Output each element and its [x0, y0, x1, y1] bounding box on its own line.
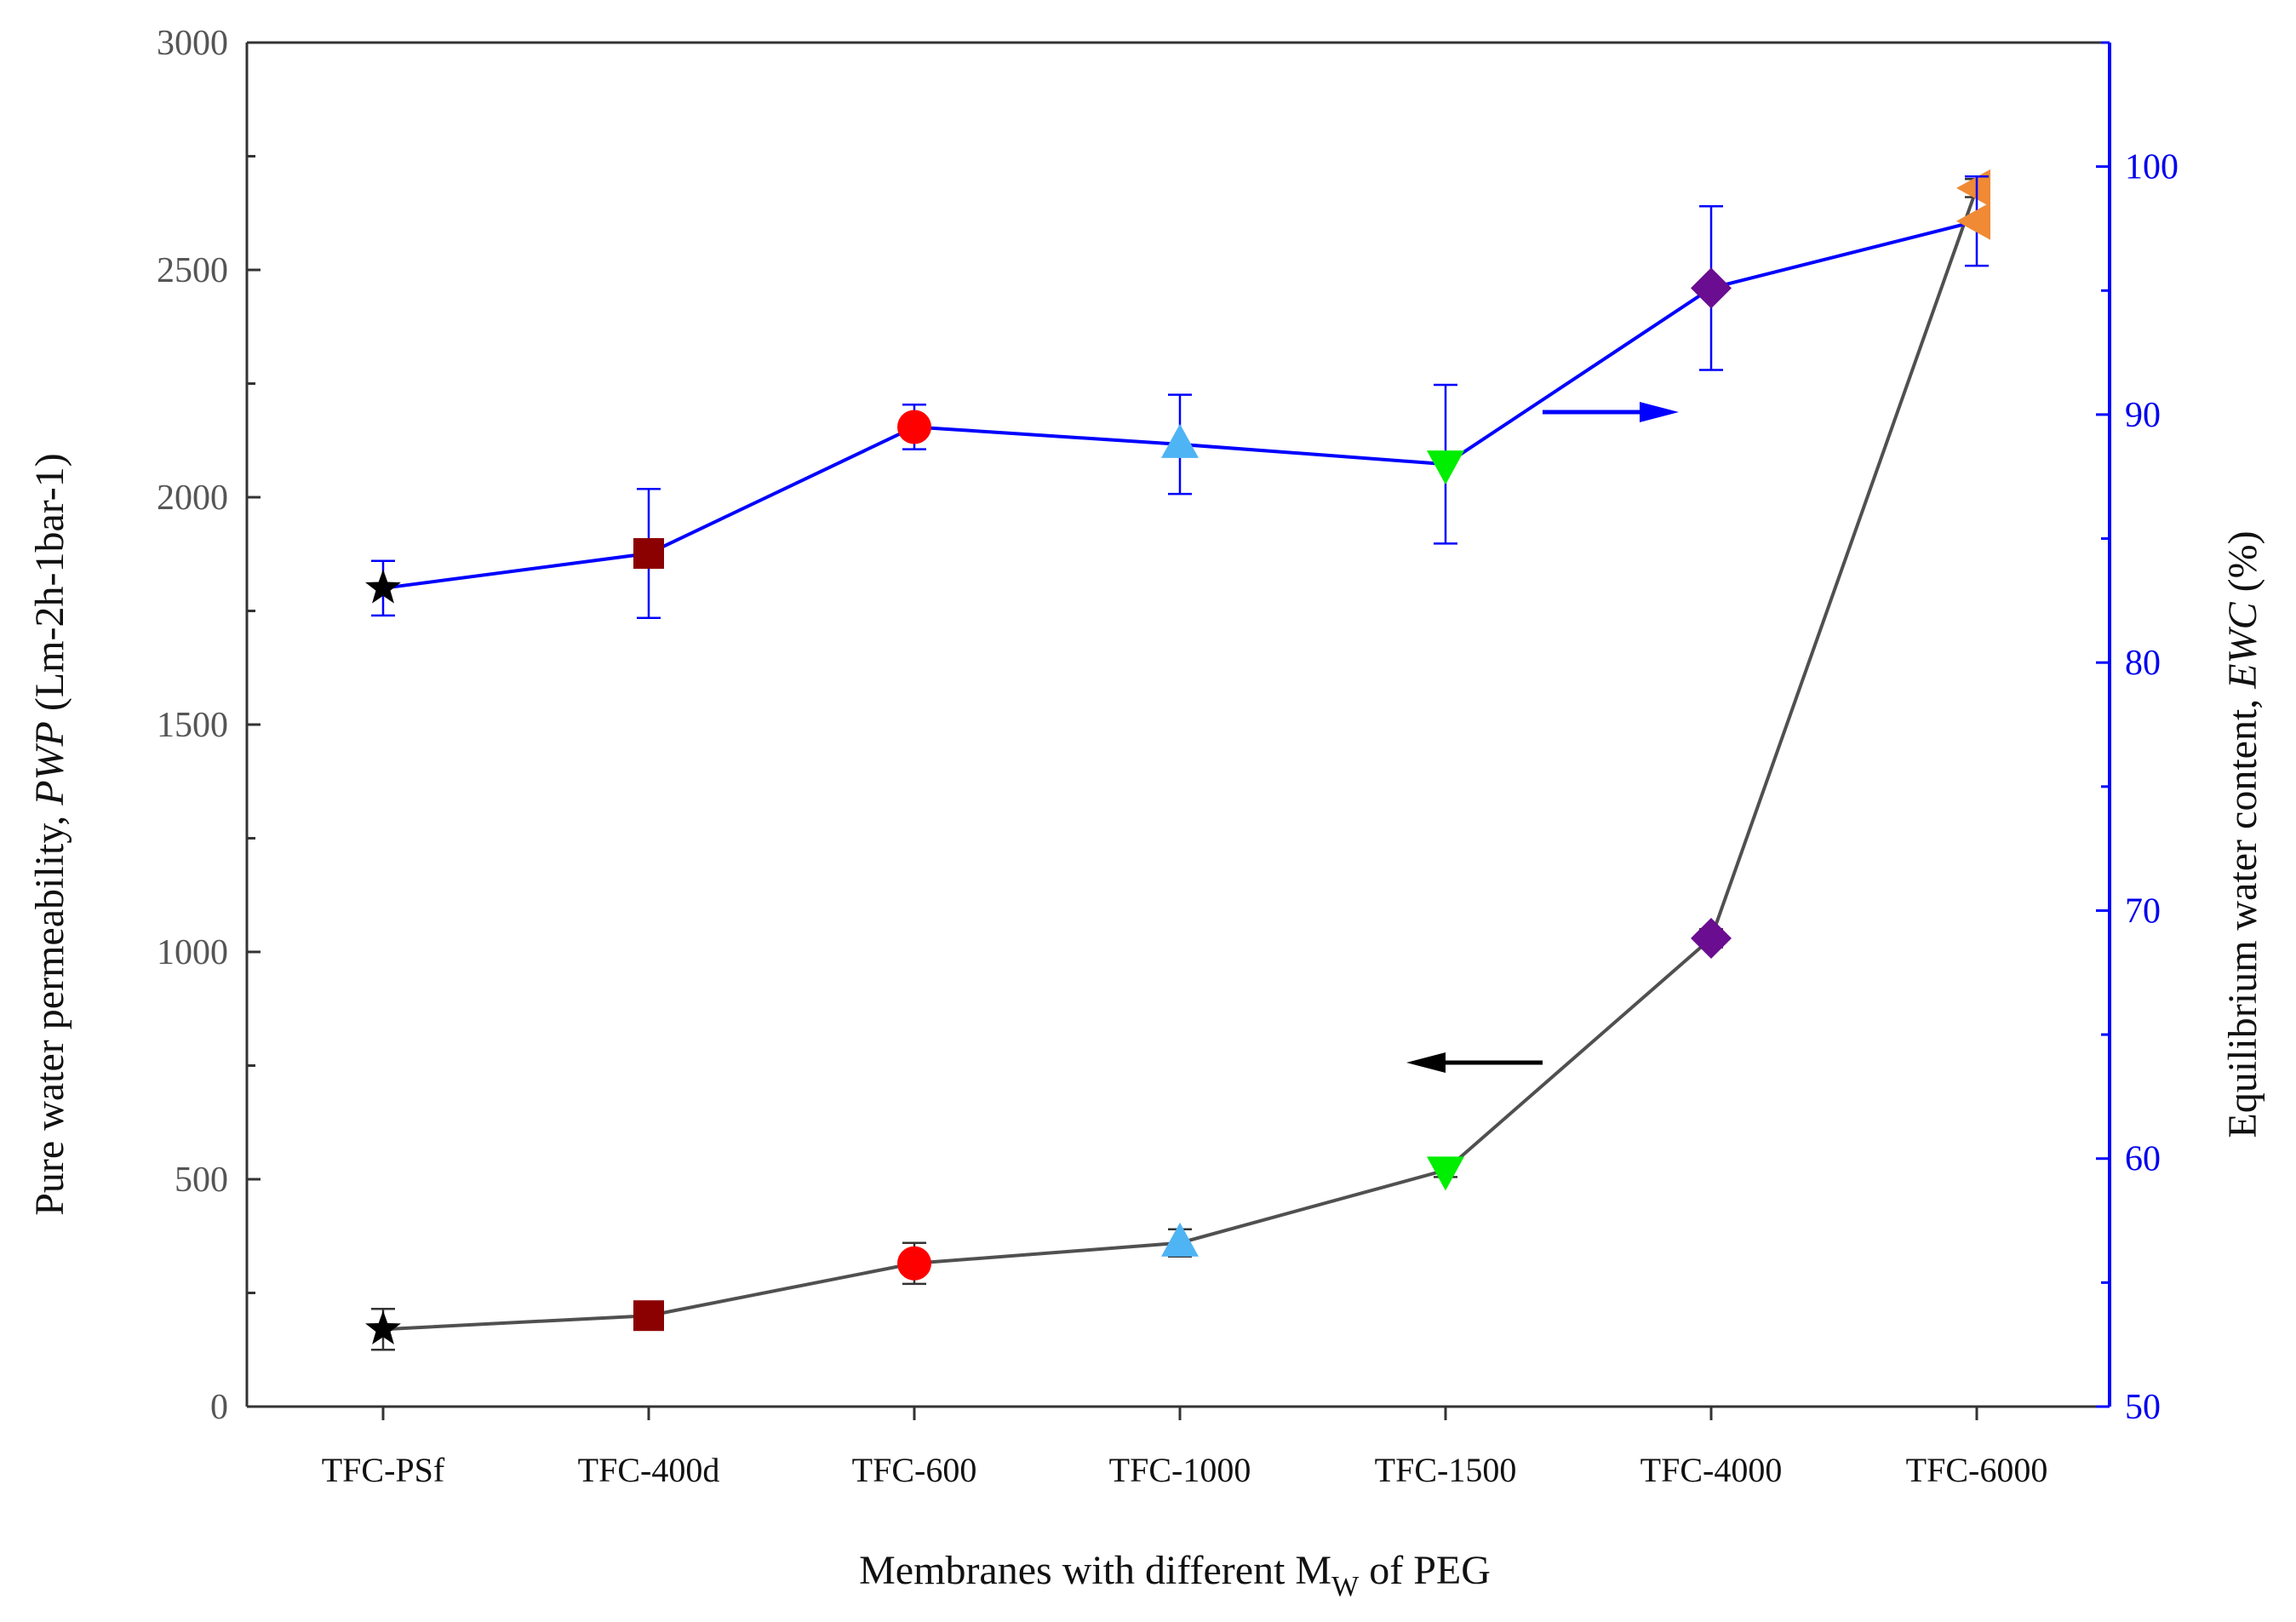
right-y-tick-label: 80	[2125, 644, 2161, 683]
axis-ticks: 0 500 1000 1500 2000 2500 3000 50 60 70 80 90 100 TFC…	[157, 24, 2179, 1489]
x-tick-label: TFC-6000	[1906, 1451, 2048, 1489]
left-y-tick-label: 3000	[157, 24, 228, 63]
x-tick-label: TFC-4000	[1640, 1451, 1783, 1489]
left-y-axis-title: Pure water permeability, PWP (Lm-2h-1bar…	[27, 453, 72, 1216]
right-y-axis-title: Equilibrium water content, EWC (%)	[2220, 530, 2265, 1138]
data-point-marker	[633, 1300, 664, 1332]
data-point-marker	[1161, 1222, 1199, 1257]
data-point-marker	[897, 410, 931, 444]
left-y-tick-label: 2000	[157, 479, 228, 518]
plot-frame	[245, 41, 2111, 1408]
series-line-pwp	[382, 187, 1978, 1332]
data-point-marker	[1956, 202, 1990, 240]
data-point-marker	[365, 1310, 401, 1345]
data-point-marker	[1161, 423, 1199, 458]
left-y-tick-label: 2500	[157, 251, 228, 290]
right-arrow-head	[1640, 402, 1679, 422]
x-tick-label: TFC-1500	[1375, 1451, 1517, 1489]
x-tick-label: TFC-1000	[1109, 1451, 1251, 1489]
x-tick-label: TFC-600	[852, 1451, 977, 1489]
data-point-marker	[633, 538, 664, 570]
axis-labels: Membranes with different MW of PEG Pure …	[27, 453, 2265, 1602]
series-pwp	[365, 169, 1990, 1351]
right-y-tick-label: 100	[2125, 148, 2179, 187]
series-ewc	[365, 175, 1990, 620]
x-tick-label: TFC-400d	[578, 1451, 720, 1489]
data-point-marker	[1427, 450, 1464, 485]
right-y-tick-label: 60	[2125, 1140, 2161, 1179]
data-point-marker	[1427, 1156, 1464, 1191]
annotations	[1406, 402, 1679, 1073]
series-layer	[365, 169, 1990, 1351]
data-point-marker	[1691, 917, 1732, 959]
left-arrow-head	[1406, 1052, 1446, 1073]
data-point-marker	[1956, 169, 1990, 207]
data-point-marker	[897, 1246, 931, 1281]
left-y-tick-label: 1500	[157, 706, 228, 745]
left-y-tick-label: 0	[210, 1388, 228, 1427]
right-y-tick-label: 70	[2125, 891, 2161, 931]
x-axis-title: Membranes with different MW of PEG	[859, 1548, 1491, 1602]
left-y-tick-label: 500	[175, 1161, 228, 1200]
right-y-tick-label: 50	[2125, 1388, 2161, 1427]
x-tick-label: TFC-PSf	[322, 1451, 445, 1489]
right-y-tick-label: 90	[2125, 396, 2161, 435]
data-point-marker	[1691, 267, 1732, 309]
left-y-tick-label: 1000	[157, 933, 228, 972]
data-point-marker	[365, 569, 401, 604]
